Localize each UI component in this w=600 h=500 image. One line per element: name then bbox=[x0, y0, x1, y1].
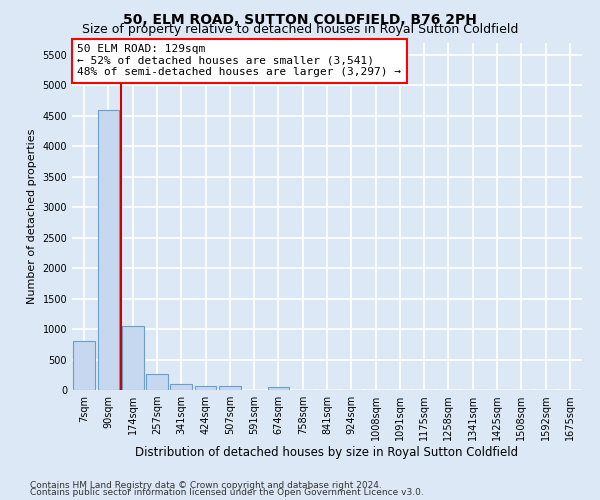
Bar bbox=[268, 387, 289, 390]
Bar bbox=[122, 326, 143, 390]
Bar bbox=[97, 110, 119, 390]
Text: Size of property relative to detached houses in Royal Sutton Coldfield: Size of property relative to detached ho… bbox=[82, 22, 518, 36]
Bar bbox=[194, 386, 217, 390]
Y-axis label: Number of detached properties: Number of detached properties bbox=[27, 128, 37, 304]
Text: Contains public sector information licensed under the Open Government Licence v3: Contains public sector information licen… bbox=[30, 488, 424, 497]
Text: 50 ELM ROAD: 129sqm
← 52% of detached houses are smaller (3,541)
48% of semi-det: 50 ELM ROAD: 129sqm ← 52% of detached ho… bbox=[77, 44, 401, 78]
Text: Contains HM Land Registry data © Crown copyright and database right 2024.: Contains HM Land Registry data © Crown c… bbox=[30, 480, 382, 490]
X-axis label: Distribution of detached houses by size in Royal Sutton Coldfield: Distribution of detached houses by size … bbox=[136, 446, 518, 459]
Text: 50, ELM ROAD, SUTTON COLDFIELD, B76 2PH: 50, ELM ROAD, SUTTON COLDFIELD, B76 2PH bbox=[123, 12, 477, 26]
Bar bbox=[219, 386, 241, 390]
Bar bbox=[146, 374, 168, 390]
Bar bbox=[73, 341, 95, 390]
Bar bbox=[170, 384, 192, 390]
